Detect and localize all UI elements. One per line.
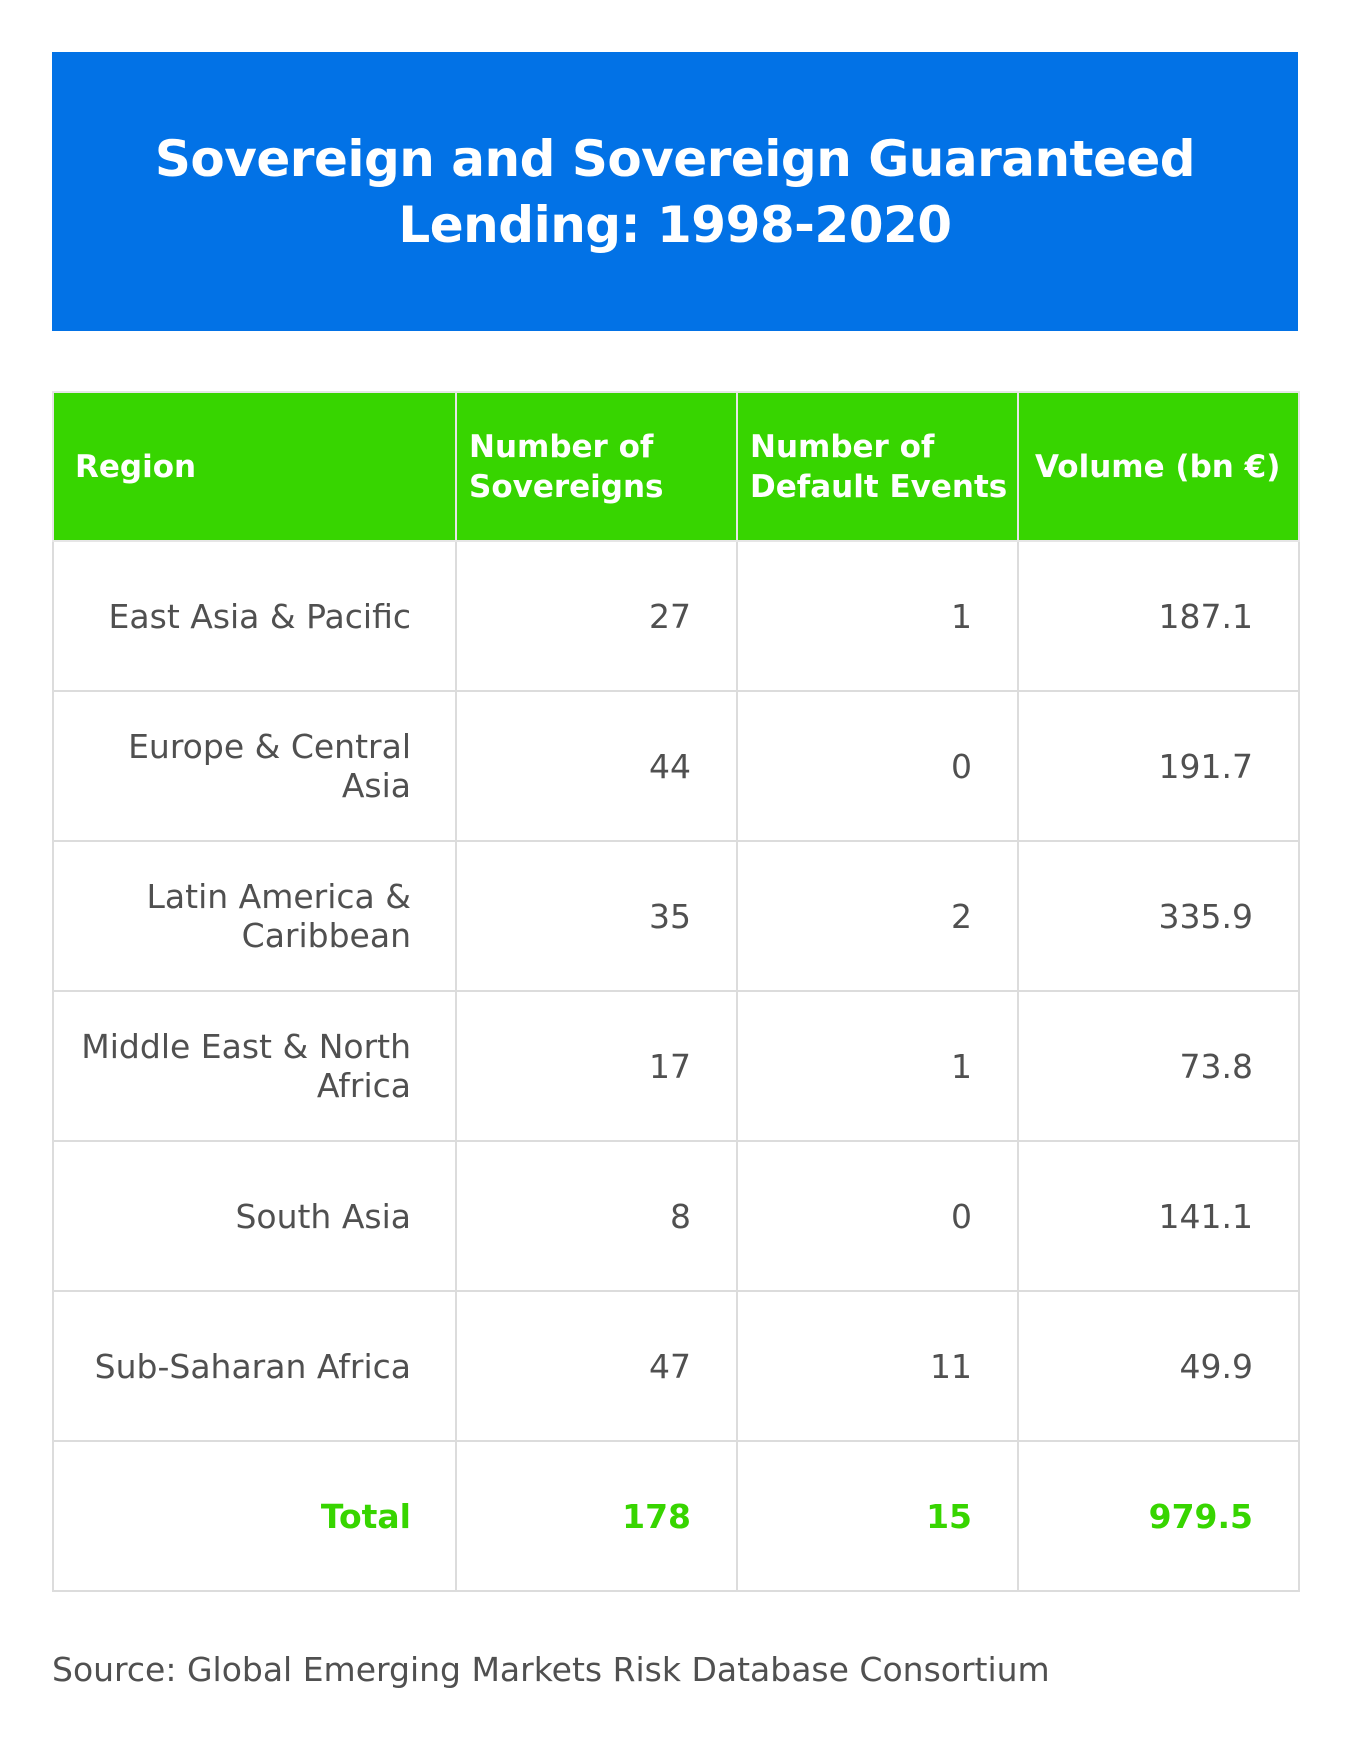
volume-cell: 141.1 — [1017, 1140, 1300, 1292]
source-note: Source: Global Emerging Markets Risk Dat… — [52, 1650, 1050, 1689]
sovereigns-cell: 35 — [455, 840, 738, 992]
total-label: Total — [52, 1440, 457, 1592]
volume-cell: 187.1 — [1017, 540, 1300, 692]
header-number-of-default-events: Number of Default Events — [736, 391, 1019, 542]
header-region: Region — [52, 391, 457, 542]
region-cell: Middle East & North Africa — [52, 990, 457, 1142]
volume-cell: 73.8 — [1017, 990, 1300, 1142]
lending-table: Region Number of Sovereigns Number of De… — [52, 391, 1300, 1592]
sovereigns-cell: 27 — [455, 540, 738, 692]
table-header-row: Region Number of Sovereigns Number of De… — [52, 391, 1300, 542]
table-row: Europe & Central Asia 44 0 191.7 — [52, 690, 1300, 842]
region-cell: Latin America & Caribbean — [52, 840, 457, 992]
header-number-of-sovereigns: Number of Sovereigns — [455, 391, 738, 542]
table-row: East Asia & Pacific 27 1 187.1 — [52, 540, 1300, 692]
volume-cell: 191.7 — [1017, 690, 1300, 842]
default-events-cell: 1 — [736, 540, 1019, 692]
region-cell: East Asia & Pacific — [52, 540, 457, 692]
sovereigns-cell: 47 — [455, 1290, 738, 1442]
volume-cell: 335.9 — [1017, 840, 1300, 992]
total-row: Total 178 15 979.5 — [52, 1440, 1300, 1592]
sovereigns-cell: 8 — [455, 1140, 738, 1292]
default-events-cell: 0 — [736, 690, 1019, 842]
sovereigns-cell: 44 — [455, 690, 738, 842]
title-banner: Sovereign and Sovereign Guaranteed Lendi… — [52, 52, 1298, 331]
table-row: Middle East & North Africa 17 1 73.8 — [52, 990, 1300, 1142]
volume-cell: 49.9 — [1017, 1290, 1300, 1442]
default-events-cell: 1 — [736, 990, 1019, 1142]
header-volume: Volume (bn €) — [1017, 391, 1300, 542]
table-row: Sub-Saharan Africa 47 11 49.9 — [52, 1290, 1300, 1442]
total-default-events: 15 — [736, 1440, 1019, 1592]
region-cell: Europe & Central Asia — [52, 690, 457, 842]
table-row: South Asia 8 0 141.1 — [52, 1140, 1300, 1292]
region-cell: South Asia — [52, 1140, 457, 1292]
default-events-cell: 11 — [736, 1290, 1019, 1442]
region-cell: Sub-Saharan Africa — [52, 1290, 457, 1442]
default-events-cell: 0 — [736, 1140, 1019, 1292]
table-row: Latin America & Caribbean 35 2 335.9 — [52, 840, 1300, 992]
sovereigns-cell: 17 — [455, 990, 738, 1142]
page-title: Sovereign and Sovereign Guaranteed Lendi… — [154, 129, 1196, 254]
total-volume: 979.5 — [1017, 1440, 1300, 1592]
total-sovereigns: 178 — [455, 1440, 738, 1592]
default-events-cell: 2 — [736, 840, 1019, 992]
